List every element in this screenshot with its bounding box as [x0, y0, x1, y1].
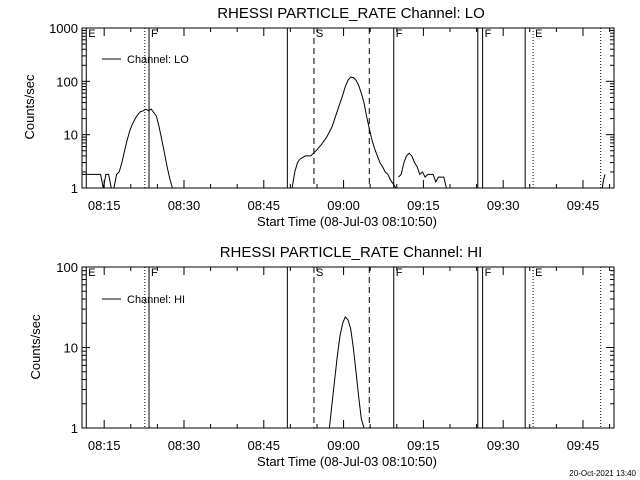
- lo-marker-label: F: [396, 28, 403, 40]
- hi-x-tick-label: 09:45: [567, 438, 600, 453]
- panel-lo-plot: 1 10 100 1000 08:15 08:30 08:45 09:00 09:15 09:30…: [49, 21, 615, 213]
- lo-y-tick-label: 100: [56, 74, 78, 89]
- lo-marker-label: F: [151, 28, 158, 40]
- hi-y-tick-label: 10: [64, 341, 78, 356]
- panel-lo-ylabel: Counts/sec: [22, 74, 37, 140]
- panel-lo-title: RHESSI PARTICLE_RATE Channel: LO: [217, 5, 485, 22]
- hi-marker-label: E: [88, 267, 95, 279]
- hi-x-tick-label: 08:30: [168, 438, 201, 453]
- hi-x-tick-label: 09:30: [487, 438, 520, 453]
- footer-timestamp: 20-Oct-2021 13:40: [569, 469, 636, 478]
- panel-hi-xlabel: Start Time (08-Jul-03 08:10:50): [257, 454, 437, 469]
- lo-x-tick-label: 09:15: [407, 198, 440, 213]
- lo-series-line: [398, 152, 447, 189]
- hi-x-tick-label: 09:00: [327, 438, 360, 453]
- hi-x-tick-label: 08:45: [248, 438, 281, 453]
- hi-y-tick-label: 1: [71, 421, 78, 436]
- panel-hi: RHESSI PARTICLE_RATE Channel: HI Counts/…: [28, 244, 615, 469]
- lo-x-tick-label: 08:15: [88, 198, 121, 213]
- lo-x-tick-label: 08:45: [248, 198, 281, 213]
- lo-marker-label: S: [316, 28, 323, 40]
- panel-hi-plot: 1 10 100 08:15 08:30 08:45 09:00 09:15 09:30 09:4…: [56, 260, 615, 453]
- lo-series-line: [291, 76, 397, 189]
- lo-series-line: [82, 108, 173, 189]
- panel-hi-legend-label: Channel: HI: [127, 294, 185, 306]
- panel-lo-legend-label: Channel: LO: [127, 54, 189, 66]
- panel-lo-xlabel: Start Time (08-Jul-03 08:10:50): [257, 214, 437, 229]
- panel-lo: RHESSI PARTICLE_RATE Channel: LO Counts/…: [22, 5, 615, 229]
- lo-x-tick-label: 09:00: [327, 198, 360, 213]
- hi-marker-label: S: [316, 267, 323, 279]
- lo-x-tick-label: 08:30: [168, 198, 201, 213]
- hi-marker-label: F: [396, 267, 403, 279]
- hi-y-tick-label: 100: [56, 260, 78, 275]
- lo-y-tick-label: 1: [71, 181, 78, 196]
- hi-x-tick-label: 09:15: [407, 438, 440, 453]
- panel-hi-title: RHESSI PARTICLE_RATE Channel: HI: [220, 244, 483, 261]
- lo-y-tick-label: 10: [64, 128, 78, 143]
- panel-hi-ylabel: Counts/sec: [28, 314, 43, 380]
- hi-marker-label: E: [535, 267, 542, 279]
- hi-marker-label: F: [485, 267, 492, 279]
- lo-marker-label: E: [535, 28, 542, 40]
- lo-x-tick-label: 09:30: [487, 198, 520, 213]
- lo-marker-label: F: [485, 28, 492, 40]
- hi-x-tick-label: 08:15: [88, 438, 121, 453]
- hi-marker-label: F: [151, 267, 158, 279]
- lo-x-tick-label: 09:45: [567, 198, 600, 213]
- lo-series-line: [601, 174, 606, 189]
- lo-y-tick-label: 1000: [49, 21, 78, 36]
- lo-axes-frame: [81, 27, 615, 189]
- hi-series-line: [328, 315, 365, 429]
- lo-marker-label: E: [88, 28, 95, 40]
